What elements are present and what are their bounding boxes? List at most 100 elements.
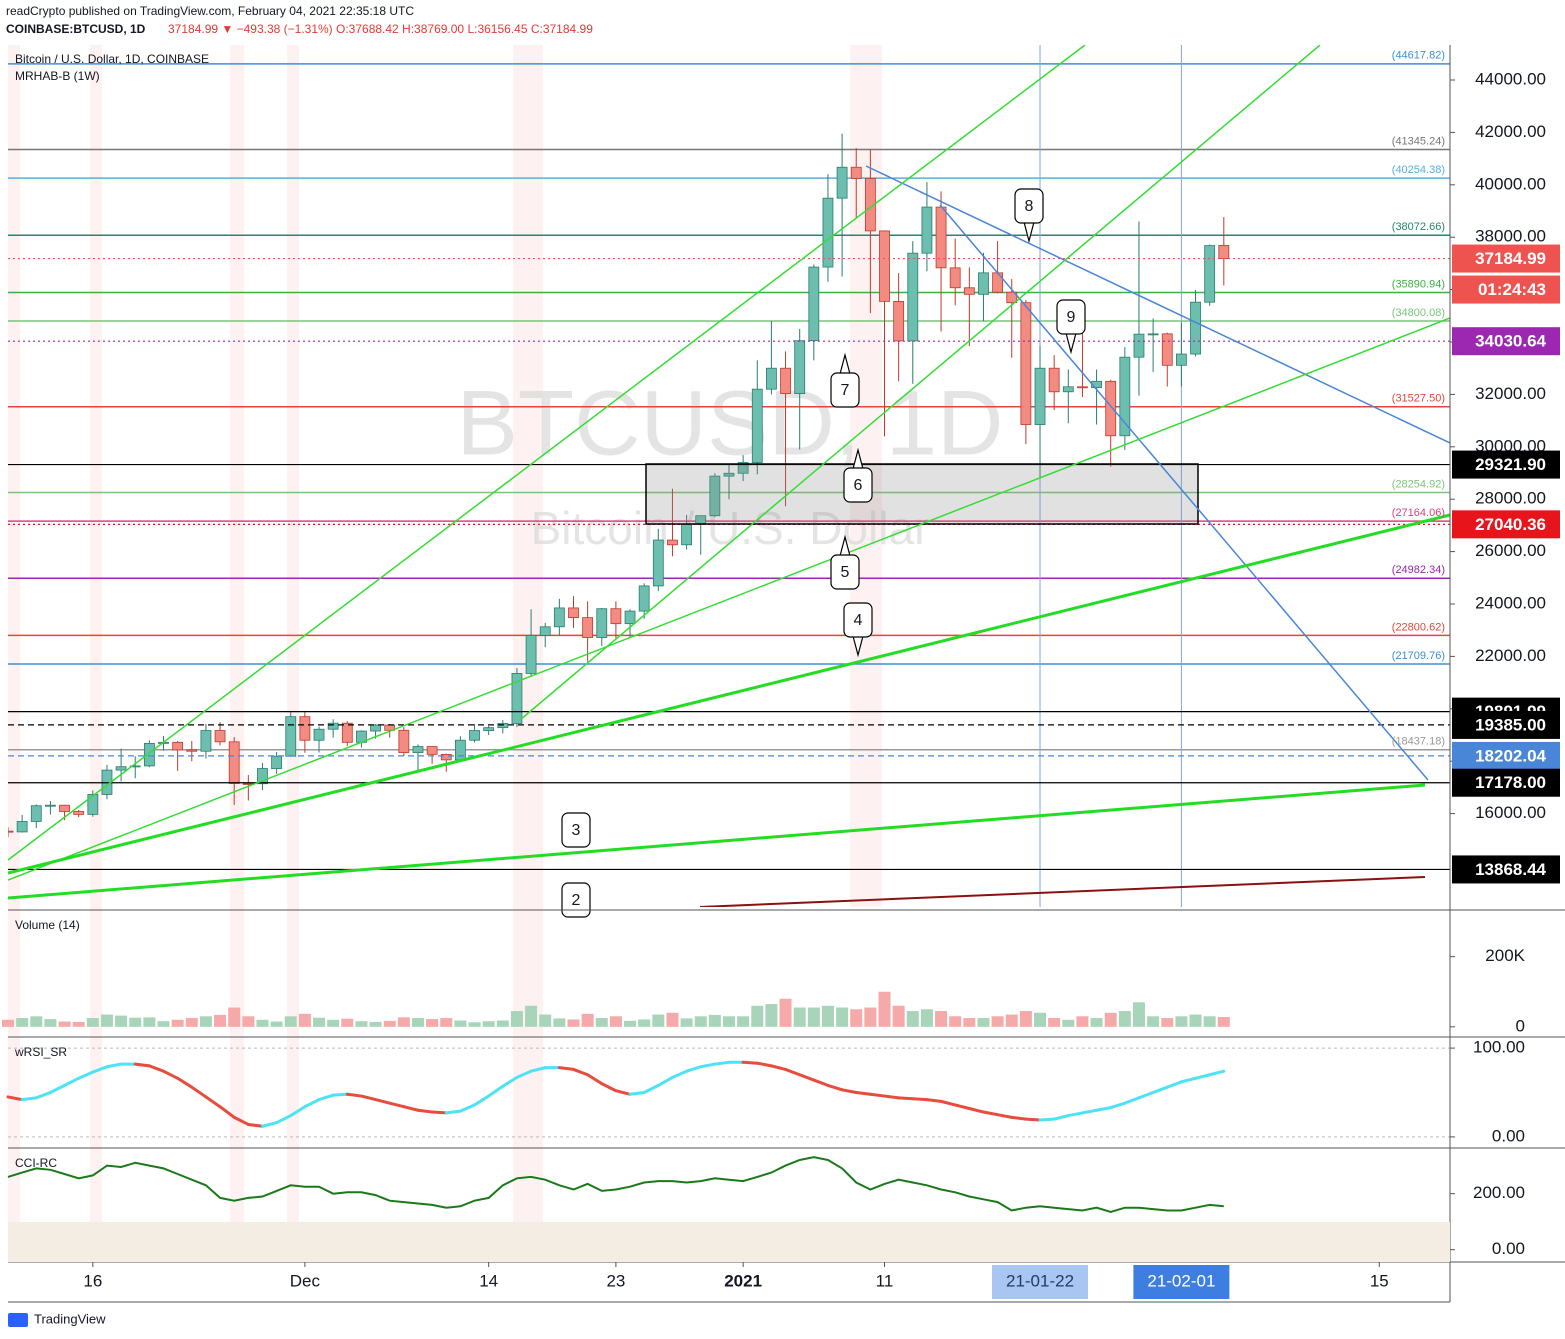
price-badge-label: 18202.04 <box>1475 746 1546 765</box>
volume-bar <box>355 1021 368 1027</box>
candle-body <box>313 728 325 741</box>
volume-bar <box>836 1007 849 1027</box>
rsi-segment <box>6 1095 24 1102</box>
candle-body <box>624 610 636 625</box>
volume-bar <box>779 998 792 1027</box>
level-label: (35890.94) <box>1392 278 1445 290</box>
volume-bar <box>129 1017 142 1027</box>
candle-body <box>667 539 678 546</box>
volume-bar <box>864 1007 877 1027</box>
rsi-segment <box>218 1105 236 1119</box>
rsi-segment <box>34 1091 52 1100</box>
rsi-segment <box>1109 1101 1127 1110</box>
candle-body <box>1218 244 1230 259</box>
candle-body <box>285 716 297 757</box>
volume-bar <box>935 1011 948 1027</box>
volume-bar <box>793 1007 806 1027</box>
candle-body <box>709 475 721 517</box>
x-tick-label: 11 <box>876 1271 894 1290</box>
y-tick-label: 38000.00 <box>1475 227 1546 246</box>
rsi-segment <box>784 1067 802 1077</box>
rsi-segment <box>430 1110 448 1115</box>
volume-bar <box>1189 1014 1202 1027</box>
volume-bar <box>383 1020 396 1027</box>
volume-bar <box>1203 1016 1216 1027</box>
rsi-segment <box>289 1105 307 1118</box>
rsi-segment <box>402 1105 420 1112</box>
rsi-segment <box>868 1092 887 1098</box>
band <box>287 45 299 1262</box>
callout-pointer <box>839 352 851 375</box>
level-label: (18437.18) <box>1392 736 1445 748</box>
rsi-segment <box>1123 1096 1141 1105</box>
pane-title: Volume (14) <box>15 918 80 932</box>
volume-bar <box>327 1019 340 1027</box>
volume-bar <box>553 1018 566 1027</box>
candle-body <box>271 755 283 769</box>
overlay: 16000.0018000.0020000.0022000.0024000.00… <box>2 50 1560 1299</box>
date-marker-label: 21-02-01 <box>1147 1271 1215 1290</box>
rsi-segment <box>557 1066 575 1071</box>
y-tick-label: 16000.00 <box>1475 803 1546 822</box>
y-tick-label: 0.00 <box>1492 1239 1525 1258</box>
candle-body <box>992 272 1004 293</box>
candle-body <box>214 730 226 743</box>
rsi-segment <box>444 1109 462 1115</box>
volume-bar <box>411 1018 424 1027</box>
volume-bar <box>214 1014 227 1027</box>
candle-body <box>87 794 99 815</box>
band <box>230 45 244 1262</box>
rsi-segment <box>798 1073 816 1082</box>
y-tick-label: 0 <box>1516 1016 1525 1035</box>
rsi-segment <box>911 1097 929 1102</box>
band <box>90 45 102 1262</box>
volume-bar <box>723 1016 735 1027</box>
price-badge <box>1452 327 1560 356</box>
candle-body <box>766 367 777 390</box>
rsi-segment <box>515 1069 533 1079</box>
main-pane <box>8 45 1450 907</box>
rsi-segment <box>996 1113 1014 1119</box>
candle-body <box>978 272 989 295</box>
volume-bar <box>595 1018 608 1027</box>
candle-body <box>412 746 424 753</box>
legend-indicator: MRHAB-B (1W) <box>15 69 100 83</box>
volume-bar <box>1104 1012 1117 1027</box>
rsi-segment <box>91 1065 109 1074</box>
price-badge <box>1452 244 1560 273</box>
volume-bar <box>510 1011 523 1027</box>
candle-body <box>511 673 523 724</box>
candle-body <box>1034 367 1046 425</box>
callout-label: 8 <box>1025 198 1034 215</box>
candle-body <box>483 727 495 731</box>
volume-bar <box>1062 1019 1075 1027</box>
price-badge-label: 34030.64 <box>1475 332 1546 351</box>
volume-bar <box>270 1021 283 1027</box>
volume-bar <box>977 1018 990 1027</box>
rsi-segment <box>374 1098 392 1105</box>
volume-bar <box>525 1005 538 1027</box>
brand-logo <box>8 1313 28 1327</box>
trend-line <box>8 783 1426 900</box>
candle-body <box>454 739 466 761</box>
candle-body <box>652 539 664 587</box>
quote: 37184.99 ▼ −493.38 (−1.31%) O:37688.42 H… <box>168 22 593 36</box>
volume-bar <box>1217 1017 1230 1027</box>
rsi-segment <box>1208 1069 1226 1077</box>
rsi-segment <box>1137 1091 1155 1100</box>
y-tick-label: 26000.00 <box>1475 541 1546 560</box>
price-badge <box>1452 741 1560 770</box>
rsi-segment <box>840 1088 858 1094</box>
y-tick-label: 40000.00 <box>1475 174 1546 193</box>
volume-bar <box>30 1016 43 1027</box>
y-tick-label: 44000.00 <box>1475 69 1546 88</box>
publisher: readCrypto published on TradingView.com,… <box>6 4 414 18</box>
candle-body <box>1175 353 1187 366</box>
level-label: (38072.66) <box>1392 221 1445 233</box>
rsi-segment <box>1095 1106 1113 1112</box>
trend-line <box>519 45 1321 721</box>
candle-body <box>45 804 56 807</box>
callout-pointer <box>852 635 864 658</box>
